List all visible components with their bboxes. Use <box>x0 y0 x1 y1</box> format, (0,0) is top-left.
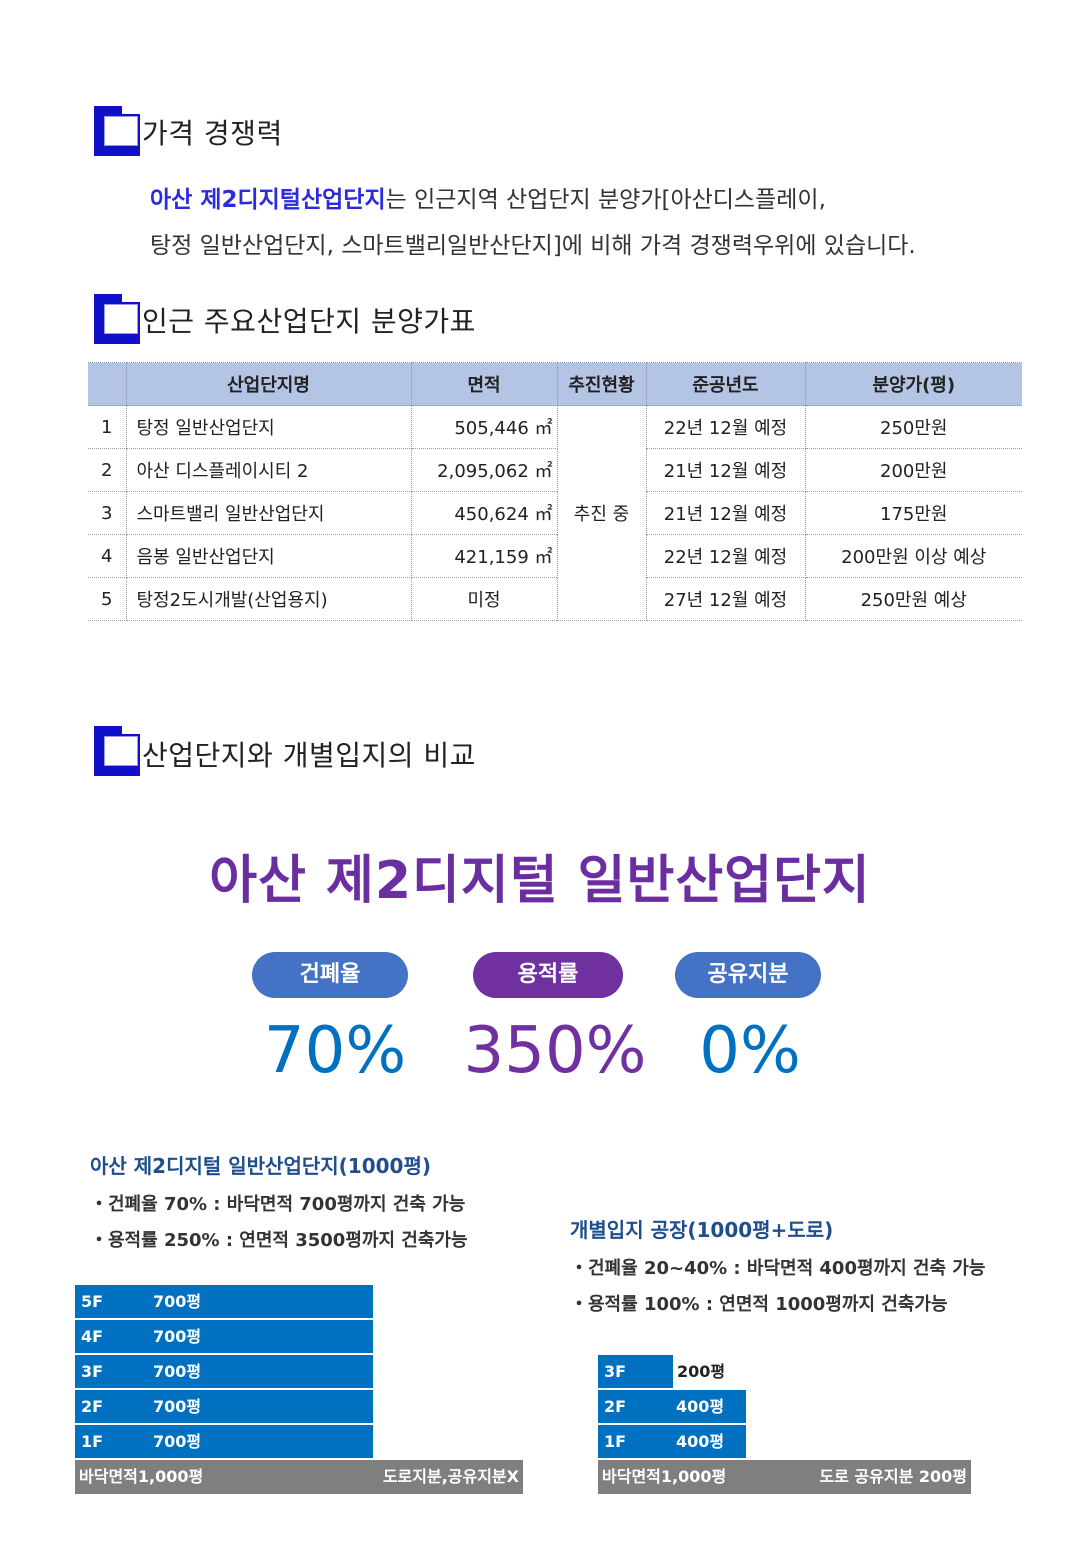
floor-label: 1F <box>604 1432 627 1451</box>
ratio-value-coverage: 70% <box>263 1014 407 1088</box>
section-title-price: 가격 경쟁력 <box>142 117 283 150</box>
header-status: 추진현황 <box>556 362 647 406</box>
cell-area: 421,159 ㎡ <box>410 534 558 578</box>
ratio-pill-shared-share: 공유지분 <box>675 952 821 998</box>
cell-no: 1 <box>88 405 127 449</box>
cell-price: 175만원 <box>804 491 1022 535</box>
header-price: 분양가(평) <box>804 362 1022 406</box>
right-floor-1f: 1F 400평 <box>598 1425 746 1458</box>
ratio-pill-coverage: 건폐율 <box>252 952 408 998</box>
cell-no: 2 <box>88 448 127 492</box>
cell-name: 탕정2도시개발(산업용지) <box>125 577 412 621</box>
floor-area: 700평 <box>153 1292 202 1311</box>
floor-label: 3F <box>604 1362 627 1381</box>
cell-no: 3 <box>88 491 127 535</box>
table-row: 5 탕정2도시개발(산업용지) 미정 27년 12월 예정 250만원 예상 <box>88 577 1022 621</box>
floor-area: 700평 <box>153 1362 202 1381</box>
headline: 아산 제2디지털 일반산업단지 <box>209 851 871 911</box>
header-no <box>88 362 127 406</box>
floor-label: 4F <box>81 1327 104 1346</box>
intro-line-2: 탕정 일반산업단지, 스마트밸리일반산단지]에 비해 가격 경쟁력우위에 있습니… <box>150 233 916 259</box>
cell-name: 스마트밸리 일반산업단지 <box>125 491 412 535</box>
section-icon <box>94 726 146 778</box>
cell-year: 22년 12월 예정 <box>645 405 806 449</box>
left-base-note: 도로지분,공유지분X <box>382 1467 519 1486</box>
right-bullet-1: ・건폐율 20~40% : 바닥면적 400평까지 건축 가능 <box>570 1258 986 1279</box>
floor-label: 5F <box>81 1292 104 1311</box>
cell-price: 200만원 <box>804 448 1022 492</box>
section-icon <box>94 106 146 158</box>
table-row: 1 탕정 일반산업단지 505,446 ㎡ 추진 중 22년 12월 예정 25… <box>88 405 1022 621</box>
right-base: 바닥면적1,000평 도로 공유지분 200평 <box>598 1460 971 1494</box>
ratio-value-floor-area: 350% <box>463 1014 647 1088</box>
left-base: 바닥면적1,000평 도로지분,공유지분X <box>75 1460 523 1494</box>
cell-no: 4 <box>88 534 127 578</box>
right-floor-2f: 2F 400평 <box>598 1390 746 1423</box>
table-row: 3 스마트밸리 일반산업단지 450,624 ㎡ 21년 12월 예정 175만… <box>88 491 1022 535</box>
left-block-title: 아산 제2디지털 일반산업단지(1000평) <box>90 1154 431 1178</box>
header-year: 준공년도 <box>645 362 806 406</box>
floor-label: 2F <box>604 1397 627 1416</box>
cell-price: 250만원 <box>804 405 1022 449</box>
header-name: 산업단지명 <box>125 362 412 406</box>
cell-name: 음봉 일반산업단지 <box>125 534 412 578</box>
cell-no: 5 <box>88 577 127 621</box>
intro-highlight: 아산 제2디지털산업단지 <box>150 187 386 213</box>
header-area: 면적 <box>410 362 558 406</box>
left-floor-1f: 1F 700평 <box>75 1425 373 1458</box>
section-title-compare: 산업단지와 개별입지의 비교 <box>142 739 476 772</box>
cell-year: 22년 12월 예정 <box>645 534 806 578</box>
right-bullet-2: ・용적률 100% : 연면적 1000평까지 건축가능 <box>570 1294 948 1315</box>
floor-label: 2F <box>81 1397 104 1416</box>
left-base-area: 바닥면적1,000평 <box>79 1467 204 1486</box>
right-floor-3f-area: 200평 <box>677 1362 726 1381</box>
floor-area: 400평 <box>676 1432 725 1451</box>
cell-price: 250만원 예상 <box>804 577 1022 621</box>
table-row: 2 아산 디스플레이시티 2 2,095,062 ㎡ 21년 12월 예정 20… <box>88 448 1022 492</box>
cell-name: 아산 디스플레이시티 2 <box>125 448 412 492</box>
cell-year: 21년 12월 예정 <box>645 491 806 535</box>
cell-area: 2,095,062 ㎡ <box>410 448 558 492</box>
ratio-value-shared-share: 0% <box>699 1014 801 1088</box>
cell-year: 21년 12월 예정 <box>645 448 806 492</box>
floor-area: 400평 <box>676 1397 725 1416</box>
intro-line-1: 아산 제2디지털산업단지는 인근지역 산업단지 분양가[아산디스플레이, <box>150 180 826 214</box>
cell-year: 27년 12월 예정 <box>645 577 806 621</box>
left-floor-3f: 3F 700평 <box>75 1355 373 1388</box>
cell-area: 505,446 ㎡ <box>410 405 558 449</box>
right-block-title: 개별입지 공장(1000평+도로) <box>570 1218 834 1242</box>
intro-line-1-text: 는 인근지역 산업단지 분양가[아산디스플레이, <box>385 187 826 213</box>
ratio-pill-floor-area: 용적률 <box>473 952 623 998</box>
left-floor-4f: 4F 700평 <box>75 1320 373 1353</box>
cell-price: 200만원 이상 예상 <box>804 534 1022 578</box>
table-header-row: 산업단지명 면적 추진현황 준공년도 분양가(평) <box>88 362 1022 406</box>
floor-area: 700평 <box>153 1327 202 1346</box>
floor-label: 3F <box>81 1362 104 1381</box>
right-base-area: 바닥면적1,000평 <box>602 1467 727 1486</box>
industrial-complex-table: 산업단지명 면적 추진현황 준공년도 분양가(평) 1 탕정 일반산업단지 50… <box>88 362 1022 621</box>
cell-area: 450,624 ㎡ <box>410 491 558 535</box>
table-row: 4 음봉 일반산업단지 421,159 ㎡ 22년 12월 예정 200만원 이… <box>88 534 1022 578</box>
floor-label: 1F <box>81 1432 104 1451</box>
floor-area: 700평 <box>153 1432 202 1451</box>
left-bullet-1: ・건폐율 70% : 바닥면적 700평까지 건축 가능 <box>90 1194 466 1215</box>
left-floor-5f: 5F 700평 <box>75 1285 373 1318</box>
right-base-note: 도로 공유지분 200평 <box>819 1467 967 1486</box>
cell-name: 탕정 일반산업단지 <box>125 405 412 449</box>
left-floor-2f: 2F 700평 <box>75 1390 373 1423</box>
cell-area: 미정 <box>410 577 558 621</box>
right-floor-3f: 3F <box>598 1355 673 1388</box>
cell-status: 추진 중 <box>556 405 647 621</box>
section-title-table: 인근 주요산업단지 분양가표 <box>142 305 476 338</box>
section-icon <box>94 294 146 346</box>
floor-area: 700평 <box>153 1397 202 1416</box>
left-bullet-2: ・용적률 250% : 연면적 3500평까지 건축가능 <box>90 1230 468 1251</box>
